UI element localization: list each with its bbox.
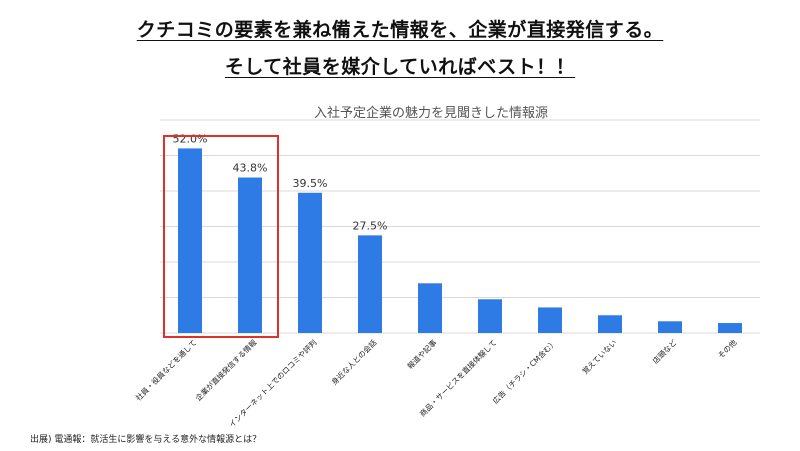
category-label: 店頭など [650,337,679,366]
data-label: 39.5% [293,177,328,190]
bar [718,323,742,333]
category-label: 報道や記事 [405,337,439,371]
highlight-box [163,135,279,338]
bar [178,148,202,333]
chart-title: 入社予定企業の魅力を見聞きした情報源 [314,105,548,121]
category-label: 広告（チラシ・CM含む） [490,337,558,405]
category-label: 覚えていない [580,337,619,376]
bar [418,283,442,333]
headline-line-2: そして社員を媒介していればベスト！！ [224,56,576,78]
category-label: 企業が直接発信する情報 [193,337,259,403]
category-label: その他 [715,337,738,360]
bar [658,321,682,333]
bar [478,299,502,333]
data-label: 27.5% [353,219,388,232]
bar [358,235,382,333]
source-note: 出展) 電通報：就活生に影響を与える意外な情報源とは？ [30,435,262,445]
data-label: 52.0% [173,132,208,145]
category-label: 身近な人との会話 [329,337,379,387]
bar [298,192,322,333]
headline-line-1: クチコミの要素を兼ね備えた情報を、企業が直接発信する。 [136,19,664,41]
data-label: 43.8% [233,162,268,175]
category-label: 社員・役員などを通して [133,337,198,402]
bar [598,315,622,333]
bar [238,177,262,333]
bar [538,307,562,333]
bars [178,148,742,333]
data-labels: 52.0% 43.8% 39.5% 27.5% [173,132,388,232]
